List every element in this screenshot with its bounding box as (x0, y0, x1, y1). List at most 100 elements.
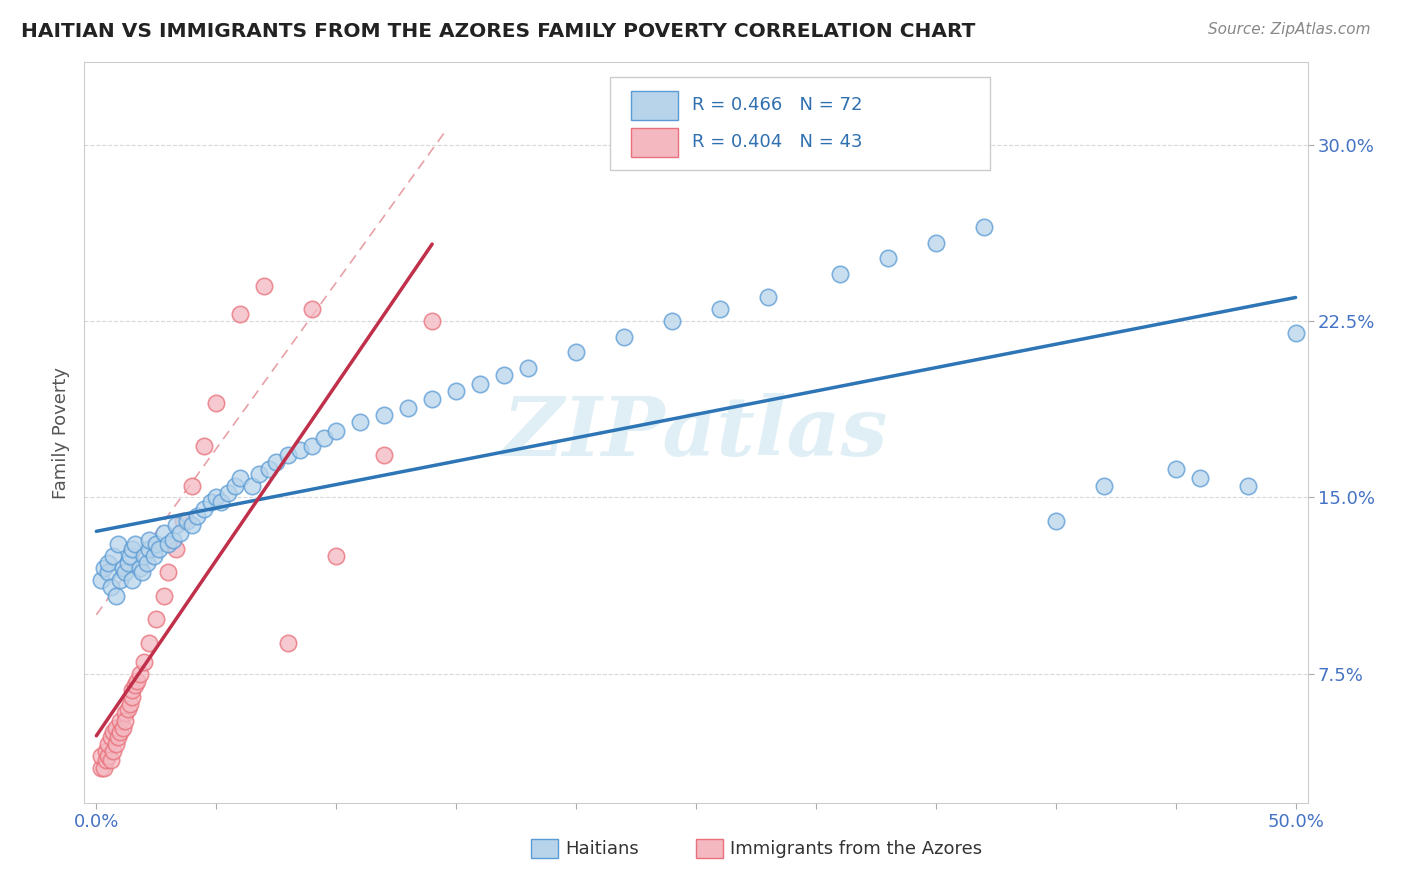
Point (661, 314, 683, 328)
Point (264, 455, 287, 469)
Point (277, 448, 299, 462)
Point (229, 307, 252, 321)
Point (1284, 326, 1306, 340)
Point (325, 549, 347, 563)
Point (138, 541, 160, 556)
Point (145, 537, 167, 551)
Point (145, 612, 167, 626)
Point (107, 537, 129, 551)
Point (494, 368, 516, 382)
Point (1164, 462, 1187, 476)
Bar (696, 839, 723, 858)
Text: Source: ZipAtlas.com: Source: ZipAtlas.com (1208, 22, 1371, 37)
Point (193, 502, 215, 516)
Point (104, 589, 127, 603)
Point (138, 533, 160, 547)
Y-axis label: Family Poverty: Family Poverty (52, 367, 70, 499)
Point (121, 573, 143, 587)
Point (135, 556, 157, 570)
FancyBboxPatch shape (610, 78, 990, 169)
Point (172, 514, 194, 528)
Point (420, 314, 443, 328)
Point (165, 541, 187, 556)
Point (107, 730, 129, 744)
Text: HAITIAN VS IMMIGRANTS FROM THE AZORES FAMILY POVERTY CORRELATION CHART: HAITIAN VS IMMIGRANTS FROM THE AZORES FA… (21, 22, 976, 41)
Point (229, 471, 252, 485)
Point (152, 589, 174, 603)
Point (114, 566, 136, 580)
Point (111, 721, 134, 735)
Point (121, 541, 143, 556)
Point (97, 566, 120, 580)
Point (257, 462, 280, 476)
Point (93, 561, 115, 575)
Point (709, 302, 731, 317)
Point (90, 760, 112, 774)
Point (110, 573, 132, 587)
Point (249, 467, 271, 481)
Point (613, 330, 636, 344)
Point (138, 636, 160, 650)
Text: R = 0.404   N = 43: R = 0.404 N = 43 (692, 134, 863, 152)
Point (111, 561, 134, 575)
Point (101, 744, 124, 758)
Point (205, 490, 228, 504)
Point (349, 415, 371, 429)
Point (325, 425, 347, 439)
Text: Immigrants from the Azores: Immigrants from the Azores (730, 839, 983, 858)
Point (193, 438, 215, 452)
Point (114, 714, 136, 728)
Point (444, 384, 467, 399)
Point (121, 690, 143, 704)
Point (217, 485, 239, 500)
Point (565, 344, 588, 359)
Point (157, 566, 180, 580)
Point (169, 525, 191, 540)
Point (134, 655, 156, 669)
Point (373, 408, 395, 422)
Point (131, 566, 153, 580)
Point (157, 537, 180, 551)
Point (127, 673, 149, 688)
Point (110, 714, 132, 728)
Point (104, 737, 127, 751)
Point (97, 556, 120, 570)
Point (93, 760, 115, 774)
Point (142, 549, 165, 563)
Point (97, 737, 120, 751)
Point (1236, 478, 1258, 492)
Point (973, 219, 995, 234)
Point (181, 478, 204, 492)
Point (94, 744, 117, 758)
Point (468, 377, 491, 392)
Point (90, 748, 112, 763)
Point (118, 549, 141, 563)
Point (110, 725, 132, 739)
Point (205, 396, 228, 410)
Point (186, 509, 208, 524)
Point (1188, 471, 1211, 485)
Point (420, 392, 443, 406)
Point (90, 573, 112, 587)
Point (224, 478, 246, 492)
Point (152, 525, 174, 540)
Point (290, 443, 312, 458)
Bar (531, 839, 558, 858)
Point (134, 549, 156, 563)
Point (176, 514, 198, 528)
Point (117, 556, 139, 570)
Point (118, 697, 141, 711)
Point (1092, 478, 1115, 492)
Point (128, 561, 150, 575)
Point (101, 549, 124, 563)
Text: Haitians: Haitians (565, 839, 638, 858)
Point (277, 636, 299, 650)
Point (253, 278, 276, 293)
Point (121, 683, 143, 698)
Point (240, 478, 263, 492)
Point (925, 236, 948, 251)
Point (301, 302, 323, 317)
Point (128, 666, 150, 681)
Point (165, 518, 187, 533)
Point (181, 518, 204, 533)
